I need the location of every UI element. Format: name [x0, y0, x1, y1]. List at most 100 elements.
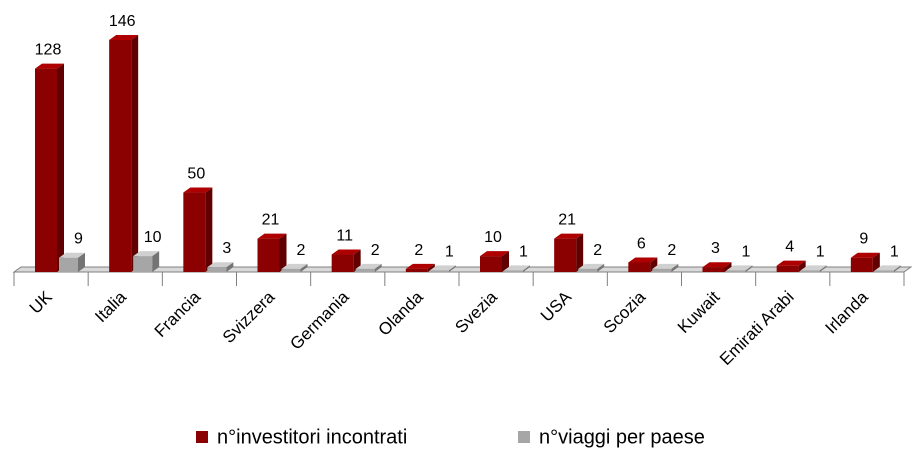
bar-side [872, 252, 880, 272]
value-label: 11 [336, 228, 353, 245]
bar-group [281, 263, 308, 272]
value-label: 6 [637, 235, 646, 252]
bar-top [480, 251, 509, 257]
bar-group [257, 233, 287, 272]
value-label: 1 [890, 243, 899, 260]
bar-group [800, 265, 827, 272]
bar-side [226, 262, 234, 272]
value-label: 2 [371, 242, 380, 259]
value-label: 2 [297, 242, 306, 259]
bar-group [652, 263, 679, 272]
bar [800, 270, 820, 272]
bar-top [207, 262, 234, 268]
value-label: 2 [414, 242, 423, 259]
bar-side [279, 233, 287, 272]
bar-group [355, 263, 382, 272]
bar [850, 257, 873, 272]
bar-top [405, 263, 435, 269]
value-label: 9 [74, 231, 83, 248]
bar-top [628, 257, 658, 263]
bar-side [374, 263, 382, 272]
bar [874, 270, 894, 272]
value-label: 50 [187, 166, 205, 183]
value-label: 21 [558, 212, 576, 229]
bar-top [35, 63, 64, 69]
x-tick-label: UK [26, 287, 57, 318]
value-label: 9 [859, 231, 868, 248]
value-label: 2 [593, 242, 602, 259]
bar-top [702, 262, 732, 268]
legend-swatch [196, 431, 208, 443]
value-label: 3 [711, 240, 720, 257]
bar-top [504, 265, 530, 271]
bar [207, 267, 227, 272]
bar-side [671, 263, 679, 272]
bar-group [874, 265, 901, 272]
bar-top [578, 263, 605, 269]
bar-group [554, 233, 584, 272]
value-label: 1 [445, 243, 454, 260]
value-label: 1 [519, 243, 528, 260]
bar-top [850, 252, 880, 258]
bar-top [554, 233, 584, 239]
bar-group [109, 35, 139, 272]
bar-group [405, 263, 435, 272]
bar [429, 270, 449, 272]
bar-group [35, 63, 64, 273]
bar-side [78, 252, 85, 272]
value-label: 146 [109, 13, 136, 30]
bar [776, 265, 799, 272]
bar [726, 270, 746, 272]
bar-side [152, 251, 160, 272]
bar-group [726, 265, 753, 272]
bar-top [133, 251, 160, 257]
bar [504, 270, 523, 272]
value-label: 128 [35, 42, 62, 59]
bar-side [300, 263, 308, 272]
bar-group [59, 252, 85, 272]
bar [702, 267, 725, 272]
bar-side [523, 265, 530, 272]
bar-side [427, 263, 435, 272]
bar-group [133, 251, 160, 272]
bar [183, 192, 206, 272]
bar [355, 268, 375, 272]
bar-group [183, 187, 213, 272]
bar-top [726, 265, 753, 271]
x-tick-label: Olanda [375, 287, 428, 340]
bar-group [578, 263, 605, 272]
bar-top [355, 263, 382, 269]
bar-group [331, 249, 361, 272]
legend-label: n°investitori incontrati [217, 426, 407, 448]
x-tick-label: Irlanda [822, 287, 873, 338]
bar [405, 268, 428, 272]
bar [331, 254, 354, 272]
bar-side [131, 35, 139, 272]
x-tick-label: Kuwait [674, 287, 724, 337]
bar-group [504, 265, 530, 272]
bar [59, 257, 78, 272]
bar [554, 238, 577, 272]
x-tick-label: Italia [91, 287, 130, 326]
value-label: 10 [144, 229, 162, 246]
bar-side [448, 265, 456, 272]
legend-label: n°viaggi per paese [539, 426, 705, 448]
bar-group [850, 252, 880, 272]
bar-side [576, 233, 584, 272]
bar-top [776, 260, 806, 266]
bar [281, 268, 301, 272]
bar-side [798, 260, 806, 272]
bar-side [893, 265, 901, 272]
bar-group [776, 260, 806, 272]
bar-group [702, 262, 732, 272]
bar-top [257, 233, 287, 239]
bar-side [819, 265, 827, 272]
value-label: 10 [484, 229, 502, 246]
bar [109, 40, 132, 272]
bar-top [874, 265, 901, 271]
bar-top [109, 35, 139, 40]
bar [133, 256, 153, 272]
value-label: 1 [742, 243, 751, 260]
bar-top [652, 263, 679, 269]
bar-group [628, 257, 658, 272]
